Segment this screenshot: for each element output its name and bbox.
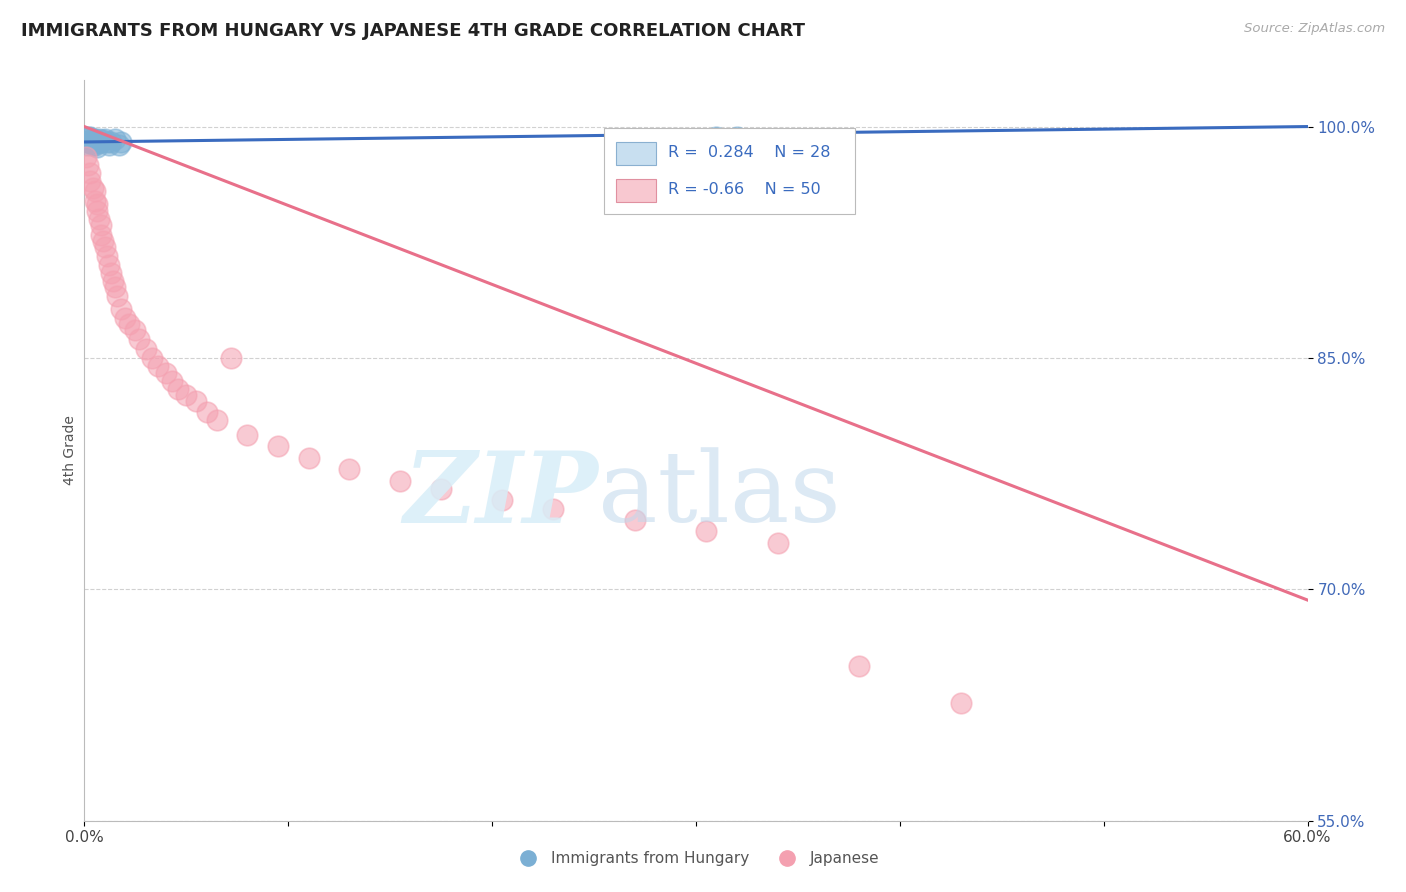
Point: [87, 132, 110, 146]
Point: [174, 388, 197, 402]
Point: [236, 428, 259, 442]
Point: [79, 173, 101, 187]
Text: atlas: atlas: [598, 447, 841, 542]
Point: [298, 451, 321, 466]
Point: [766, 536, 789, 550]
Point: [205, 412, 228, 426]
Point: [83, 194, 105, 208]
Point: [96, 249, 118, 263]
Text: R =  0.284    N = 28: R = 0.284 N = 28: [668, 145, 831, 160]
Point: [160, 374, 183, 388]
Point: [219, 351, 242, 365]
Point: [83, 138, 105, 153]
Point: [695, 524, 717, 538]
Point: [124, 323, 146, 337]
FancyBboxPatch shape: [605, 128, 855, 213]
Point: [91, 133, 114, 147]
Point: [79, 130, 101, 145]
Point: [146, 359, 169, 373]
Point: [167, 382, 190, 396]
Point: [118, 317, 141, 331]
Point: [75, 150, 97, 164]
Point: [195, 405, 218, 419]
Point: [267, 439, 290, 453]
Point: [90, 135, 112, 149]
Point: [101, 274, 124, 288]
Point: [79, 133, 101, 147]
Text: Source: ZipAtlas.com: Source: ZipAtlas.com: [1244, 22, 1385, 36]
Point: [82, 138, 104, 153]
Point: [87, 212, 110, 227]
Point: [90, 227, 112, 242]
Point: [155, 367, 177, 381]
Point: [108, 138, 131, 153]
Point: [86, 135, 108, 149]
Point: [104, 132, 127, 146]
Point: [186, 394, 208, 409]
Point: [82, 132, 104, 146]
Point: [110, 301, 132, 316]
Point: [105, 289, 128, 303]
Point: [706, 130, 728, 145]
Point: [77, 138, 100, 153]
Point: [114, 310, 136, 325]
Point: [86, 204, 108, 219]
Point: [491, 492, 513, 507]
Text: R = -0.66    N = 50: R = -0.66 N = 50: [668, 182, 821, 196]
Point: [128, 332, 150, 346]
Point: [83, 135, 105, 149]
Point: [339, 462, 361, 476]
Legend: Immigrants from Hungary, Japanese: Immigrants from Hungary, Japanese: [506, 845, 886, 872]
Point: [90, 219, 112, 233]
FancyBboxPatch shape: [616, 178, 655, 202]
Point: [79, 135, 101, 149]
Point: [83, 185, 105, 199]
Point: [77, 130, 100, 145]
Point: [141, 351, 163, 365]
Point: [93, 132, 115, 146]
Point: [91, 234, 114, 248]
Point: [389, 475, 412, 489]
Point: [86, 139, 108, 153]
Point: [75, 132, 97, 146]
FancyBboxPatch shape: [616, 142, 655, 165]
Point: [75, 135, 97, 149]
Text: ZIP: ZIP: [404, 447, 598, 543]
Point: [86, 196, 108, 211]
Point: [87, 135, 110, 149]
Point: [100, 266, 122, 280]
Point: [725, 130, 748, 145]
Point: [77, 158, 100, 172]
Point: [97, 258, 120, 272]
Point: [104, 280, 127, 294]
Y-axis label: 4th Grade: 4th Grade: [63, 416, 77, 485]
Point: [848, 659, 870, 673]
Point: [97, 138, 120, 153]
Point: [624, 513, 647, 527]
Point: [135, 342, 157, 356]
Point: [100, 135, 122, 149]
Point: [543, 502, 565, 516]
Point: [110, 135, 132, 149]
Point: [82, 181, 104, 195]
Point: [430, 482, 453, 496]
Point: [77, 135, 100, 149]
Point: [93, 240, 115, 254]
Point: [79, 166, 101, 180]
Text: IMMIGRANTS FROM HUNGARY VS JAPANESE 4TH GRADE CORRELATION CHART: IMMIGRANTS FROM HUNGARY VS JAPANESE 4TH …: [21, 22, 806, 40]
Point: [950, 697, 973, 711]
Point: [83, 132, 105, 146]
Point: [96, 135, 118, 149]
